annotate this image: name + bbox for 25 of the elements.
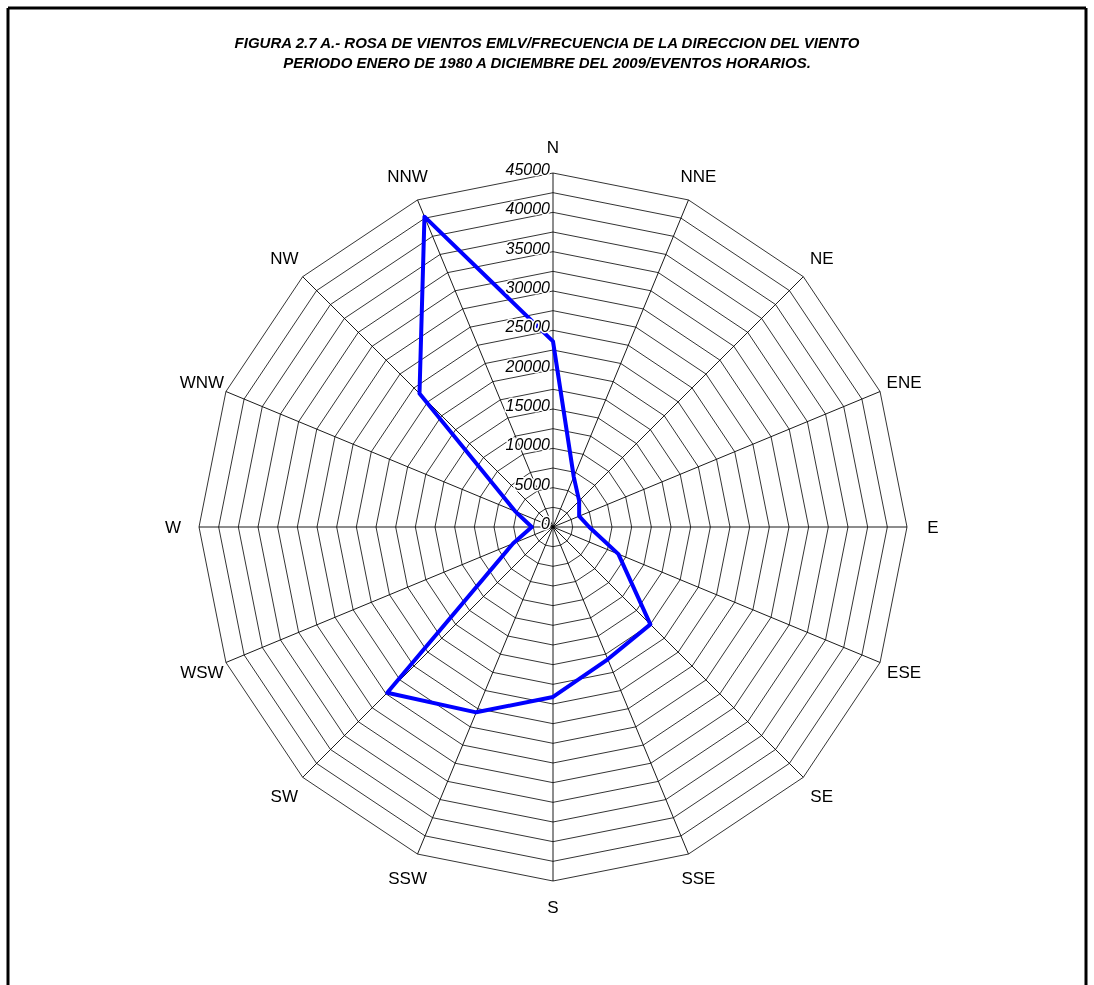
- spoke-label: SSW: [388, 869, 427, 889]
- y-tick-label: 20000: [504, 357, 551, 375]
- y-tick-label: 5000: [514, 475, 551, 493]
- chart-title: FIGURA 2.7 A.- ROSA DE VIENTOS EMLV/FRECUENCIA DE LA DIRECCION DEL VIENTO PERIODO ENERO DE 1980 A DICIEMBRE DEL 2009/EVENTOS HORARIOS.: [234, 34, 860, 71]
- y-tick-label: 35000: [505, 239, 551, 257]
- spoke-label: SW: [270, 786, 298, 806]
- spoke-label: NNW: [387, 166, 428, 186]
- spoke-label: NW: [270, 249, 299, 269]
- spoke-label: SE: [810, 786, 834, 806]
- spoke-label: ESE: [887, 663, 922, 683]
- spoke-label: WSW: [180, 663, 224, 683]
- y-tick-label: 15000: [505, 397, 551, 414]
- spoke-label: NE: [809, 249, 834, 269]
- y-tick-label: 30000: [505, 279, 551, 296]
- y-tick-label: 10000: [505, 436, 551, 454]
- y-tick-label: 45000: [505, 161, 551, 178]
- spoke-label: S: [547, 898, 559, 917]
- y-tick-label: 40000: [505, 200, 551, 218]
- spoke-label: N: [546, 138, 560, 157]
- spoke-label: SSE: [681, 869, 716, 889]
- spoke-label: E: [927, 518, 939, 537]
- spoke-label: W: [164, 518, 182, 537]
- spoke-label: NNE: [680, 166, 717, 186]
- spoke-label: ENE: [886, 372, 922, 392]
- spoke-label: WNW: [179, 372, 225, 392]
